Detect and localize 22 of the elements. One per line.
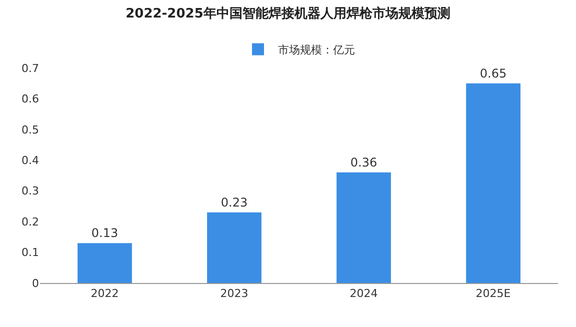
y-tick-label: 0.7: [22, 62, 39, 75]
chart-title: 2022-2025年中国智能焊接机器人用焊枪市场规模预测: [126, 5, 450, 22]
x-tick-label: 2025E: [476, 287, 511, 300]
bar: [336, 172, 391, 283]
y-tick-label: 0.4: [22, 154, 39, 167]
legend-label: 市场规模：亿元: [278, 43, 355, 56]
y-tick-label: 0.3: [22, 184, 39, 198]
y-tick-label: 0.6: [22, 92, 39, 106]
data-label: 0.65: [480, 66, 507, 80]
bar: [207, 212, 262, 283]
x-tick-label: 2024: [350, 287, 378, 300]
data-label: 0.36: [350, 155, 378, 170]
y-tick-label: 0.5: [22, 123, 39, 136]
data-label: 0.23: [220, 195, 248, 210]
x-tick-label: 2023: [220, 287, 248, 300]
data-label: 0.13: [91, 226, 118, 240]
x-tick-label: 2022: [90, 287, 119, 300]
y-tick-label: 0.1: [22, 246, 39, 260]
bar: [466, 83, 520, 283]
bar: [78, 243, 132, 283]
y-tick-label: 0: [32, 276, 39, 290]
y-tick-label: 0.2: [22, 215, 39, 228]
